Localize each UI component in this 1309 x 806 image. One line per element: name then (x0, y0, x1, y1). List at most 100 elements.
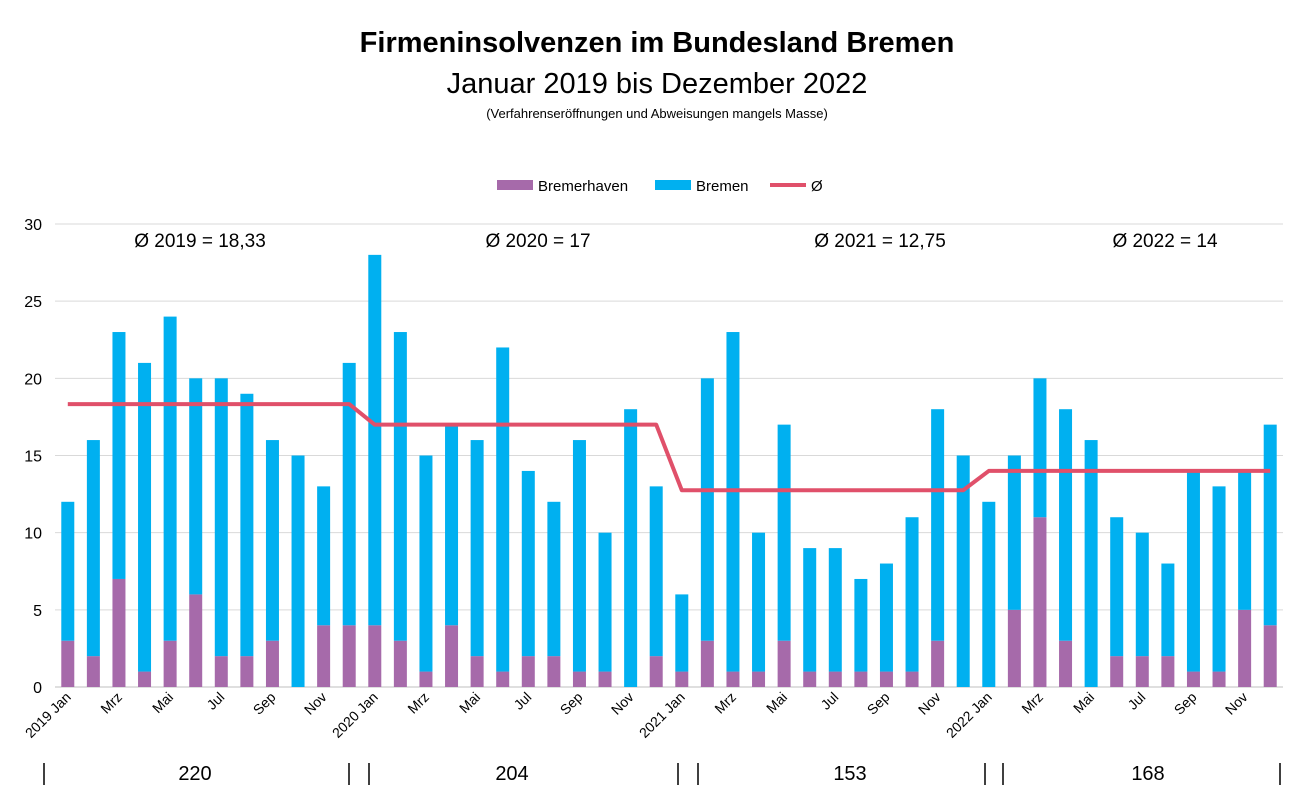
year-totals: 220 204 153 168 (43, 763, 1281, 785)
bar-bremen (1110, 517, 1124, 657)
legend: Bremerhaven Bremen Ø (497, 178, 823, 195)
bar-bremen (828, 548, 842, 672)
bar-bremen (189, 378, 203, 595)
x-tick-label: Mrz (97, 689, 125, 717)
chart-note: (Verfahrenseröffnungen und Abweisungen m… (486, 106, 828, 121)
legend-swatch (655, 180, 691, 190)
bar-bremerhaven (726, 671, 740, 687)
x-tick-label: Jul (1124, 689, 1148, 713)
bar-bremen (675, 594, 689, 672)
bar-bremen (214, 378, 228, 657)
x-tick-label: Jul (510, 689, 534, 713)
bar-bremerhaven (752, 671, 766, 687)
bar-bremen (112, 332, 126, 579)
bar-bremerhaven (1161, 656, 1175, 687)
bar-bremerhaven (828, 671, 842, 687)
x-tick-label: Mrz (1018, 689, 1046, 717)
x-tick-label: 2019 Jan (22, 689, 74, 741)
year-total: 168 (1131, 763, 1164, 785)
bar-bremen (470, 440, 484, 657)
y-tick-label: 0 (33, 680, 42, 697)
bar-bremerhaven (445, 625, 459, 687)
x-tick-label: Mai (763, 689, 790, 716)
year-total: 220 (178, 763, 211, 785)
x-tick-label: Sep (1171, 689, 1200, 718)
bar-bremen (1186, 470, 1200, 672)
bar-bremen (1135, 532, 1149, 657)
bar-bremen (649, 486, 663, 657)
bar-bremerhaven (1135, 656, 1149, 687)
bars (61, 254, 1277, 687)
bar-bremerhaven (675, 671, 689, 687)
x-tick-label: Sep (250, 689, 279, 718)
bar-bremen (1212, 486, 1226, 672)
x-tick-label: 2020 Jan (329, 689, 381, 741)
bar-bremerhaven (393, 640, 407, 687)
bar-bremerhaven (86, 656, 100, 687)
bar-bremen (777, 424, 791, 641)
x-tick-label: Jul (203, 689, 227, 713)
bar-bremen (342, 362, 356, 626)
bar-bremerhaven (777, 640, 791, 687)
bar-bremerhaven (547, 656, 561, 687)
bar-bremen (265, 440, 279, 641)
average-annotation: Ø 2019 = 18,33 (134, 231, 266, 252)
y-tick-label: 15 (24, 449, 42, 466)
bar-bremen (496, 347, 510, 672)
bar-bremen (1084, 440, 1098, 687)
x-tick-label: Sep (864, 689, 893, 718)
bar-bremerhaven (1212, 671, 1226, 687)
legend-label: Ø (811, 178, 823, 195)
bar-bremerhaven (163, 640, 177, 687)
y-tick-label: 30 (24, 217, 42, 234)
average-annotation: Ø 2022 = 14 (1112, 231, 1218, 252)
bar-bremerhaven (1033, 517, 1047, 687)
bar-bremerhaven (1263, 625, 1277, 687)
bar-bremerhaven (470, 656, 484, 687)
bar-bremerhaven (905, 671, 919, 687)
bar-bremerhaven (112, 578, 126, 687)
bar-bremen (931, 409, 945, 641)
chart-title: Firmeninsolvenzen im Bundesland Bremen (360, 27, 955, 59)
y-tick-label: 10 (24, 526, 42, 543)
x-tick-label: Mrz (404, 689, 432, 717)
bar-bremerhaven (317, 625, 331, 687)
bar-bremerhaven (931, 640, 945, 687)
y-tick-label: 25 (24, 294, 42, 311)
bar-bremerhaven (803, 671, 817, 687)
x-axis: 2019 Jan Mrz Mai Jul Sep Nov 2020 Jan Mrz Mai Jul… (22, 689, 1251, 741)
bar-bremerhaven (240, 656, 254, 687)
bar-bremerhaven (572, 671, 586, 687)
legend-swatch (770, 183, 806, 187)
year-total: 204 (495, 763, 528, 785)
bar-bremerhaven (1110, 656, 1124, 687)
bar-bremen (317, 486, 331, 626)
bar-bremerhaven (342, 625, 356, 687)
legend-label: Bremerhaven (538, 178, 628, 195)
bar-bremerhaven (214, 656, 228, 687)
bar-bremen (598, 532, 612, 672)
x-tick-label: Nov (608, 689, 637, 718)
bar-bremen (86, 440, 100, 657)
x-tick-label: Mrz (711, 689, 739, 717)
year-total: 153 (833, 763, 866, 785)
bar-bremerhaven (649, 656, 663, 687)
y-axis: 0 5 10 15 20 25 30 (24, 217, 42, 697)
x-tick-label: Sep (557, 689, 586, 718)
bar-bremen (726, 332, 740, 672)
average-annotation: Ø 2021 = 12,75 (814, 231, 946, 252)
bar-bremerhaven (598, 671, 612, 687)
bar-bremen (1007, 455, 1021, 610)
x-tick-label: 2021 Jan (636, 689, 688, 741)
chart-subtitle: Januar 2019 bis Dezember 2022 (447, 68, 868, 100)
bar-bremerhaven (189, 594, 203, 687)
bar-bremen (1033, 378, 1047, 518)
x-tick-label: Mai (456, 689, 483, 716)
bar-bremerhaven (496, 671, 510, 687)
bar-bremerhaven (521, 656, 535, 687)
bar-bremen (521, 470, 535, 657)
bar-bremerhaven (879, 671, 893, 687)
bar-bremen (624, 409, 638, 687)
bar-bremen (879, 563, 893, 672)
annotations: Ø 2019 = 18,33 Ø 2020 = 17 Ø 2021 = 12,75 Ø… (134, 231, 1218, 252)
